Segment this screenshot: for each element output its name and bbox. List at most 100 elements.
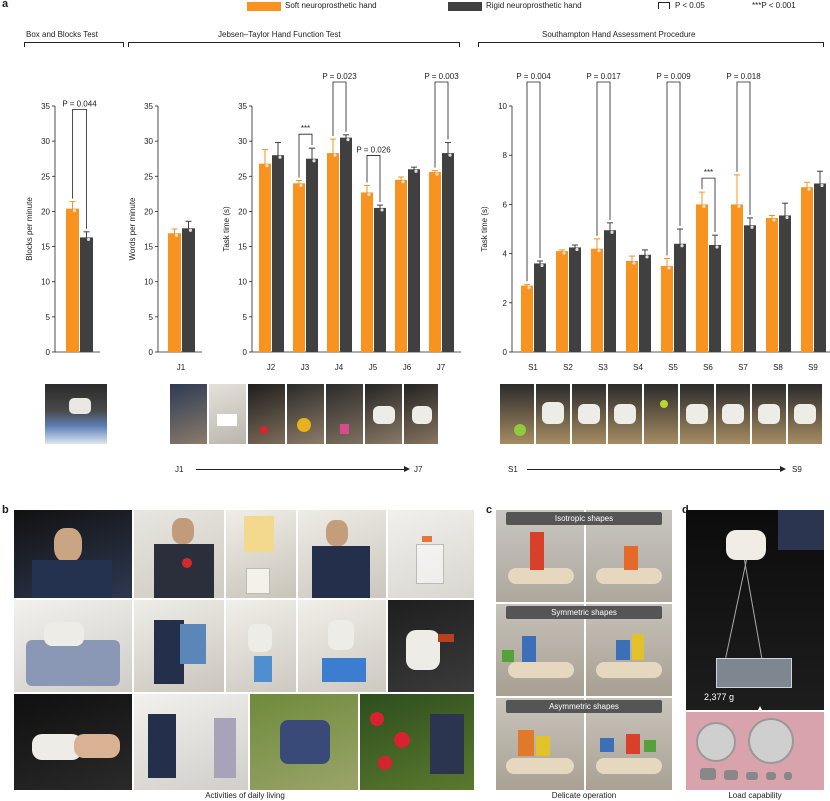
chart3-bar-soft-1 [556, 251, 568, 352]
chart0-point-0-0 [72, 209, 77, 213]
chart2-point-0-5 [435, 172, 439, 176]
chart1-ytick-label-3: 15 [144, 243, 153, 252]
chart3-bracket-1 [596, 81, 611, 236]
chart0-ytick-label-0: 0 [46, 348, 51, 357]
photo-grid-adl [14, 510, 474, 790]
chart2-xtick-label-0: J2 [267, 363, 276, 372]
chart2-point-0-1 [299, 183, 303, 187]
photo-strip-shap [500, 384, 822, 444]
chart3-bar-rigid-2 [604, 230, 616, 352]
chart3-bar-soft-4 [661, 265, 673, 352]
section-jt-title: Jebsen–Taylor Hand Function Test [218, 30, 341, 39]
chart2-annotation-1: P = 0.023 [322, 72, 357, 81]
chart2-bar-rigid-3 [374, 207, 386, 352]
chart1-xtick-label-0: J1 [177, 363, 186, 372]
chart3-ytick-label-3: 6 [503, 200, 508, 209]
chart1-bar-rigid-0 [182, 228, 195, 352]
legend-p05-label: P < 0.05 [675, 1, 705, 10]
chart0-point-1-0 [86, 237, 91, 242]
chart1-ytick-label-7: 35 [144, 102, 153, 111]
arrow-j-end: J7 [414, 465, 423, 474]
chart3-bar-soft-3 [626, 260, 638, 352]
chart3-bar-soft-0 [521, 285, 533, 352]
chart2-annotation-0: *** [301, 124, 310, 133]
chart1-ylabel: Words per minute [128, 197, 137, 261]
chart3-bracket-2 [666, 81, 681, 256]
chart3-point-0-4 [667, 266, 671, 270]
chart2-bar-soft-5 [429, 172, 441, 352]
chart3-bar-rigid-4 [674, 243, 686, 352]
legend-p001-label: ***P < 0.001 [752, 1, 796, 10]
photo-grid-delicate [496, 510, 672, 790]
chart3-bar-soft-2 [591, 248, 603, 352]
panel-letter-b: b [2, 504, 9, 516]
chart0-ylabel: Blocks per minute [25, 197, 34, 261]
chart3-xtick-label-1: S2 [563, 363, 573, 372]
caption-c: Delicate operation [551, 791, 617, 800]
chart2-point-1-5 [448, 153, 452, 157]
chart2-point-1-4 [414, 169, 418, 173]
chart2-point-1-0 [278, 155, 282, 159]
chart2-point-1-2 [346, 138, 350, 142]
chart2-bar-soft-2 [327, 153, 339, 352]
banner-isotropic: Isotropic shapes [506, 512, 662, 525]
chart3-annotation-4: P = 0.018 [726, 72, 761, 81]
chart3-xtick-label-4: S5 [668, 363, 678, 372]
caption-b: Activities of daily living [205, 791, 285, 800]
chart3-annotation-1: P = 0.017 [586, 72, 621, 81]
chart3-point-1-3 [645, 255, 649, 259]
chart3-xtick-label-7: S8 [773, 363, 783, 372]
legend: Soft neuroprosthetic hand Rigid neuropro… [0, 0, 830, 16]
caption-d: Load capability [728, 791, 782, 800]
panel-letter-a: a [2, 0, 9, 10]
photo-strip-jt [170, 384, 438, 444]
chart3-point-0-7 [772, 218, 776, 222]
chart3-point-0-2 [597, 249, 601, 253]
chart3-xtick-label-3: S4 [633, 363, 643, 372]
chart3-point-1-6 [750, 225, 754, 229]
chart0-ytick-label-7: 35 [41, 102, 50, 111]
chart3-point-1-0 [540, 263, 544, 268]
chart3-point-0-3 [632, 261, 636, 265]
weight-label: 2,377 g [704, 692, 735, 702]
chart3-point-1-7 [785, 215, 789, 220]
chart2-xtick-label-1: J3 [301, 363, 310, 372]
chart3-bar-rigid-0 [534, 263, 546, 352]
chart2-bar-soft-3 [361, 192, 373, 352]
legend-soft-swatch [247, 2, 281, 11]
photo-load [686, 510, 824, 710]
chart1-ytick-label-4: 20 [144, 207, 153, 216]
chart1-ytick-label-2: 10 [144, 278, 153, 287]
chart2-bar-rigid-4 [408, 169, 420, 352]
chart3-annotation-0: P = 0.004 [516, 72, 551, 81]
chart3-point-0-6 [737, 204, 741, 208]
chart3-bracket-4 [736, 81, 751, 215]
section-shap-title: Southampton Hand Assessment Procedure [542, 30, 696, 39]
chart3-point-1-2 [610, 230, 614, 234]
chart3-bar-rigid-8 [814, 183, 826, 352]
chart3-ylabel: Task time (s) [480, 206, 489, 252]
chart0-ytick-label-6: 30 [41, 137, 50, 146]
chart2-point-0-4 [401, 180, 405, 184]
chart2-ytick-label-4: 20 [238, 207, 247, 216]
chart2-bar-rigid-2 [340, 137, 352, 352]
chart3-bar-rigid-3 [639, 254, 651, 352]
section-bbt-title: Box and Blocks Test [26, 30, 98, 39]
panel-letter-d: d [682, 504, 689, 516]
chart3-bar-soft-5 [696, 204, 708, 352]
chart2-ytick-label-5: 25 [238, 172, 247, 181]
chart2-bar-soft-0 [259, 163, 271, 352]
chart2-xtick-label-2: J4 [335, 363, 344, 372]
chart1-bar-soft-0 [168, 233, 181, 352]
chart1-ytick-label-0: 0 [149, 348, 154, 357]
chart3-ytick-label-1: 2 [503, 299, 508, 308]
chart2-annotation-2: P = 0.026 [356, 145, 391, 154]
arrow-s-start: S1 [508, 465, 518, 474]
chart3-bar-soft-6 [731, 204, 743, 352]
chart2-bracket-2 [366, 155, 381, 203]
chart3-point-1-5 [715, 245, 719, 249]
section-jt-bracket [128, 42, 460, 47]
chart2-point-0-2 [333, 153, 337, 157]
chart3-point-1-4 [680, 244, 684, 248]
chart3-bar-rigid-1 [569, 247, 581, 352]
